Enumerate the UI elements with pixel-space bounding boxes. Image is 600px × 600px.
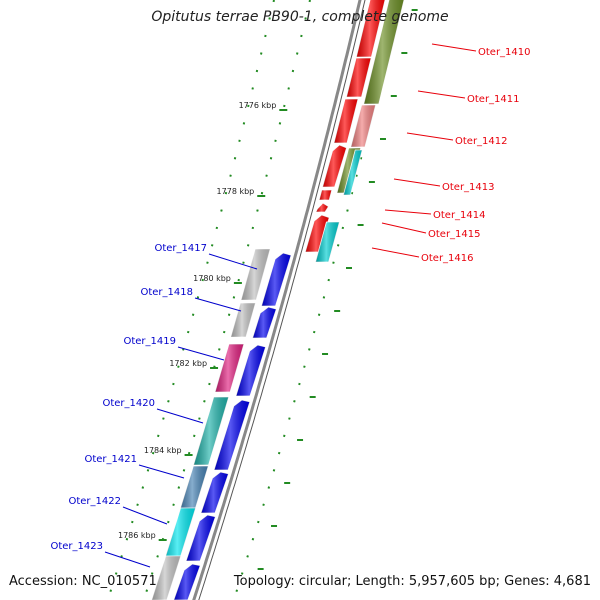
scale-tick-label-3: 1780 kbp [193, 274, 231, 283]
leader-oter_1415 [381, 222, 427, 234]
leader-oter_1420 [156, 408, 204, 424]
gene-label-oter_1411: Oter_1411 [467, 94, 520, 105]
backbone-outer-line [192, 0, 362, 600]
gene-strand-arrow-4-shade [214, 400, 250, 470]
gene-oter-1416-shade [315, 222, 340, 262]
gene-label-oter_1412: Oter_1412 [455, 136, 508, 147]
gene-oter-1410-b-shade [346, 58, 372, 97]
gene-label-oter_1415: Oter_1415 [428, 229, 481, 240]
gene-strand-arrow-3-shade [236, 345, 266, 396]
gene-label-oter_1419: Oter_1419 [123, 336, 176, 347]
gene-label-oter_1410: Oter_1410 [478, 47, 531, 58]
leader-oter_1419 [177, 346, 225, 361]
gene-strand-arrow-1-shade [261, 253, 292, 306]
gene-strand-arrow-2-shade [252, 307, 277, 338]
leader-oter_1416 [371, 247, 420, 258]
leader-oter_1410 [431, 43, 477, 52]
gene-labels: Oter_1410 Oter_1411 Oter_1412 Oter_1413 Oter… [50, 47, 530, 552]
leader-oter_1412 [406, 132, 454, 141]
gene-oter-1423-shade [151, 556, 181, 600]
gene-oter-1414-shade [319, 190, 332, 200]
label-leaders [104, 43, 477, 568]
gene-label-oter_1418: Oter_1418 [140, 287, 193, 298]
backbone-inner-line [198, 0, 366, 600]
leader-oter_1417 [208, 253, 258, 270]
gene-oter-1411-shade [363, 0, 404, 104]
accession-text: Accession: NC_010571 [9, 574, 157, 589]
gene-oter-1413-strand-shade [322, 145, 347, 187]
gene-features [151, 0, 405, 600]
gene-oter-1418-shade [230, 303, 256, 337]
genome-backbone [192, 0, 366, 600]
gene-oter-1414-arrow-shade [316, 203, 329, 212]
leader-oter_1423 [104, 551, 151, 568]
map-title: Opitutus terrae PB90-1, complete genome [151, 9, 449, 25]
gene-label-oter_1421: Oter_1421 [84, 454, 137, 465]
scale-tick-label-1: 1776 kbp [239, 101, 277, 110]
gene-label-oter_1420: Oter_1420 [102, 398, 155, 409]
gene-oter-1419-shade [215, 344, 244, 392]
gene-oter-1420-shade [193, 397, 229, 465]
leader-oter_1413 [393, 178, 441, 187]
gene-strand-arrow-7-shade [173, 564, 201, 600]
gene-label-oter_1423: Oter_1423 [50, 541, 103, 552]
gene-label-oter_1422: Oter_1422 [68, 496, 121, 507]
gene-oter-1421-shade [179, 466, 209, 513]
gene-oter-1412-shade [350, 105, 376, 147]
gene-strand-arrow-6-shade [186, 515, 216, 561]
leader-oter_1422 [122, 506, 168, 525]
scale-tick-label-4: 1782 kbp [169, 359, 207, 368]
gene-oter-1415-shade [305, 215, 330, 252]
genome-info-text: Topology: circular; Length: 5,957,605 bp… [233, 574, 591, 589]
gene-label-oter_1413: Oter_1413 [442, 182, 495, 193]
scale-tick-label-2: 1778 kbp [217, 187, 255, 196]
scale-ticks: 1776 kbp 1778 kbp 1780 kbp 1782 kbp 1784 kbp… [118, 9, 418, 570]
leader-oter_1421 [138, 464, 185, 479]
scale-tick-label-5: 1784 kbp [144, 446, 182, 455]
gene-strand-arrow-5-shade [201, 472, 229, 513]
gene-oter-1412-strand-shade [334, 99, 358, 143]
gene-oter-1413-shade [343, 150, 363, 195]
gene-oter-1422-shade [162, 508, 196, 567]
gene-oter-1410-a-shade [356, 0, 386, 57]
leader-oter_1411 [417, 90, 466, 99]
leader-oter_1418 [194, 297, 242, 312]
gene-label-oter_1417: Oter_1417 [154, 243, 207, 254]
gene-label-oter_1416: Oter_1416 [421, 253, 474, 264]
gene-oter-1417-shade [241, 249, 271, 300]
gene-label-oter_1414: Oter_1414 [433, 210, 486, 221]
leader-oter_1414 [384, 209, 432, 215]
scale-tick-label-6: 1786 kbp [118, 531, 156, 540]
